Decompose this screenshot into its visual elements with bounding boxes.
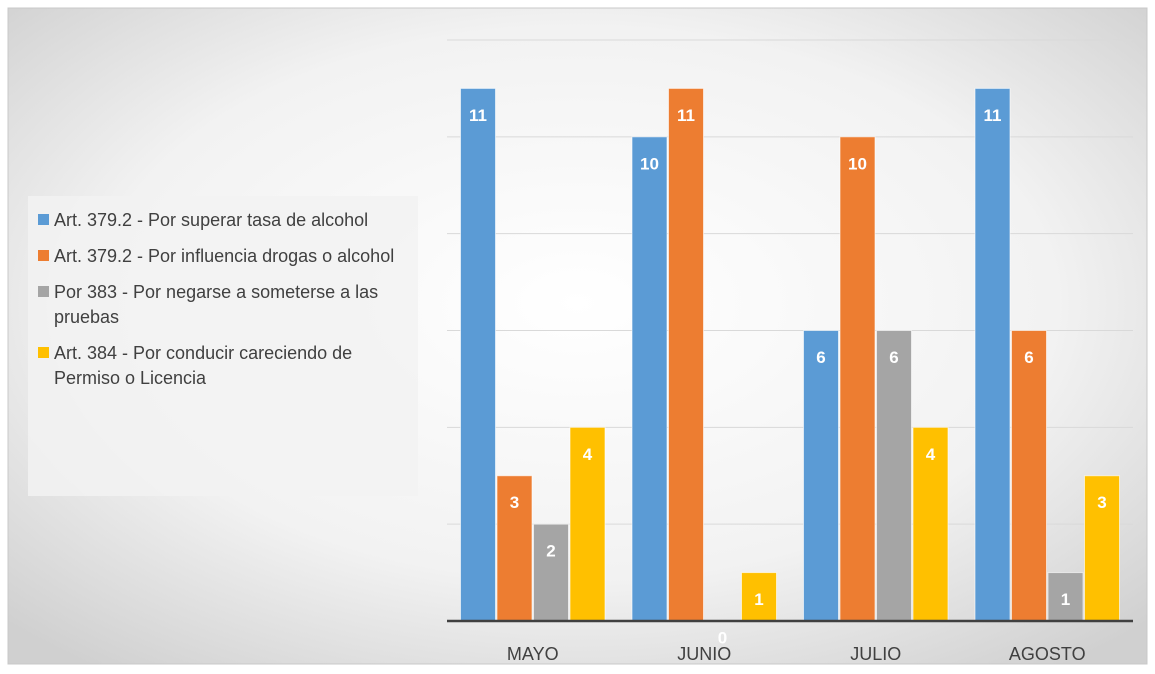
bar xyxy=(839,136,876,622)
data-label: 3 xyxy=(510,493,519,512)
bar xyxy=(668,87,704,622)
bar xyxy=(974,87,1011,622)
data-label: 0 xyxy=(718,628,727,647)
data-label: 11 xyxy=(469,106,487,125)
bar xyxy=(631,136,668,622)
legend-label: Art. 379.2 - Por influencia drogas o alc… xyxy=(54,246,395,266)
legend-item: Art. 384 - Por conducir careciendo de Pe… xyxy=(38,341,418,391)
bar xyxy=(1011,330,1047,622)
legend-item: Art. 379.2 - Por superar tasa de alcohol xyxy=(38,208,418,233)
legend-label: Art. 379.2 - Por superar tasa de alcohol xyxy=(54,210,369,230)
data-label: 2 xyxy=(546,542,555,561)
bar xyxy=(496,475,533,622)
data-label: 10 xyxy=(848,154,867,173)
data-label: 1 xyxy=(1061,590,1070,609)
bar xyxy=(533,523,569,622)
data-label: 6 xyxy=(889,348,898,367)
data-label: 10 xyxy=(640,154,659,173)
x-tick-label: MAYO xyxy=(507,644,559,664)
legend-swatch xyxy=(38,214,49,225)
bar xyxy=(460,87,496,622)
bar xyxy=(1084,475,1120,622)
legend-swatch xyxy=(38,347,49,358)
x-tick-label: AGOSTO xyxy=(1009,644,1086,664)
x-tick-label: JULIO xyxy=(850,644,901,664)
bar xyxy=(803,330,839,622)
data-label: 11 xyxy=(677,106,695,125)
data-label: 4 xyxy=(926,445,936,464)
bar xyxy=(569,426,606,622)
data-label: 6 xyxy=(816,348,825,367)
legend-item: Por 383 - Por negarse a someterse a las … xyxy=(38,280,418,330)
x-tick-label: JUNIO xyxy=(677,644,731,664)
legend-item: Art. 379.2 - Por influencia drogas o alc… xyxy=(38,244,418,269)
bar xyxy=(741,572,777,622)
data-label: 4 xyxy=(583,445,593,464)
legend-label: Art. 384 - Por conducir careciendo de Pe… xyxy=(54,343,353,388)
bar xyxy=(1047,572,1084,622)
legend-swatch xyxy=(38,250,49,261)
data-label: 6 xyxy=(1024,348,1033,367)
data-label: 3 xyxy=(1097,493,1106,512)
legend: Art. 379.2 - Por superar tasa de alcohol… xyxy=(28,196,418,496)
data-label: 11 xyxy=(984,106,1002,125)
bar xyxy=(876,330,912,622)
legend-swatch xyxy=(38,286,49,297)
legend-label: Por 383 - Por negarse a someterse a las … xyxy=(54,282,379,327)
bar xyxy=(912,426,949,622)
data-label: 1 xyxy=(754,590,763,609)
